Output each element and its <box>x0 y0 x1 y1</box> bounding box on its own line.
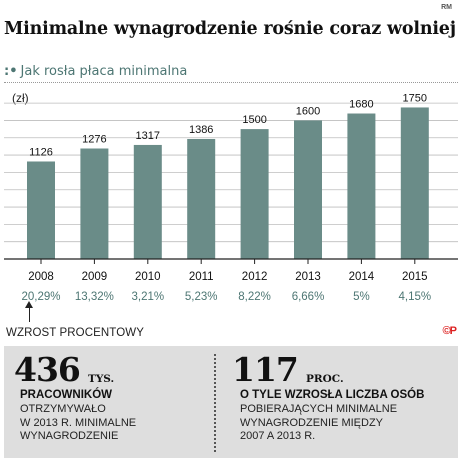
stat-right-line: WYNAGRODZENIE MIĘDZY <box>240 416 384 429</box>
copyright-mark: ©P <box>442 325 457 337</box>
x-tick-label: 2011 <box>189 271 214 283</box>
bar-value-label: 1126 <box>29 146 53 158</box>
subtitle-divider <box>4 82 458 83</box>
x-tick-label: 2013 <box>295 271 321 283</box>
stat-left-line: OTRZYMYWAŁO <box>20 403 106 415</box>
bar-value-labels: 1126 1276 1317 1386 1500 1600 1680 1750 <box>29 92 427 158</box>
growth-label: 4,15% <box>398 291 431 303</box>
bar-value-label: 1600 <box>296 105 320 117</box>
growth-note-label: WZROST PROCENTOWY <box>6 327 144 339</box>
stat-right-line: POBIERAJĄCYCH MINIMALNE <box>240 403 398 415</box>
stat-right-number: 117 <box>232 350 299 389</box>
stats-divider <box>214 354 216 452</box>
x-axis: 2008 2009 2010 2011 2012 2013 2014 2015 <box>4 258 458 283</box>
stats-panel <box>4 346 458 458</box>
bar <box>27 161 55 259</box>
stat-right-label: O TYLE WZROSŁA LICZBA OSÓB <box>240 389 425 401</box>
x-tick-label: 2014 <box>349 271 375 283</box>
stat-left-line: WYNAGRODZENIE <box>20 430 119 442</box>
bar <box>133 144 162 259</box>
grid-lines <box>4 102 458 260</box>
up-arrow-icon <box>25 301 33 322</box>
bar <box>347 113 376 260</box>
bar <box>400 107 429 259</box>
subtitle-text: Jak rosła płaca minimalna <box>20 64 188 79</box>
rm-mark: RM <box>441 4 452 11</box>
x-tick-label: 2009 <box>82 271 108 283</box>
bar <box>294 120 322 259</box>
bar-value-label: 1317 <box>136 130 160 142</box>
bar-value-label: 1386 <box>189 124 213 136</box>
stat-left-description: OTRZYMYWAŁO W 2013 R. MINIMALNE WYNAGROD… <box>20 403 136 444</box>
growth-labels: 20,29% 13,32% 3,21% 5,23% 8,22% 6,66% 5% 4,15% <box>21 291 431 303</box>
bar <box>80 148 109 259</box>
stat-left-label: PRACOWNIKÓW <box>20 389 112 401</box>
growth-label: 13,32% <box>75 291 114 303</box>
subtitle-bullet-icon: :• <box>4 64 18 79</box>
growth-label: 8,22% <box>238 291 271 303</box>
x-tick-label: 2010 <box>135 271 161 283</box>
stat-left-number: 436 <box>14 350 81 389</box>
bar <box>187 138 216 259</box>
x-tick-label: 2008 <box>28 271 54 283</box>
bars <box>27 107 429 260</box>
chart-subtitle: :• Jak rosła płaca minimalna <box>4 64 187 79</box>
stat-right-description: POBIERAJĄCYCH MINIMALNE WYNAGRODZENIE MI… <box>240 403 397 444</box>
stat-right-unit: PROC. <box>306 373 344 385</box>
x-tick-label: 2012 <box>242 271 268 283</box>
growth-label: 6,66% <box>292 291 325 303</box>
growth-label: 3,21% <box>131 291 164 303</box>
bar-value-label: 1750 <box>403 92 427 104</box>
x-tick-label: 2015 <box>402 271 428 283</box>
growth-label: 5% <box>353 291 370 303</box>
bar-value-label: 1276 <box>82 133 106 145</box>
stat-left-line: W 2013 R. MINIMALNE <box>20 416 137 429</box>
stat-left-unit: TYS. <box>88 373 115 385</box>
main-title: Minimalne wynagrodzenie rośnie coraz wol… <box>4 19 456 39</box>
y-unit-label: (zł) <box>12 91 29 105</box>
stat-right-line: 2007 A 2013 R. <box>240 430 316 442</box>
bar-value-label: 1500 <box>242 114 266 126</box>
growth-label: 5,23% <box>185 291 218 303</box>
bar-value-label: 1680 <box>349 99 373 111</box>
growth-label: 20,29% <box>21 291 60 303</box>
bar <box>240 129 269 259</box>
